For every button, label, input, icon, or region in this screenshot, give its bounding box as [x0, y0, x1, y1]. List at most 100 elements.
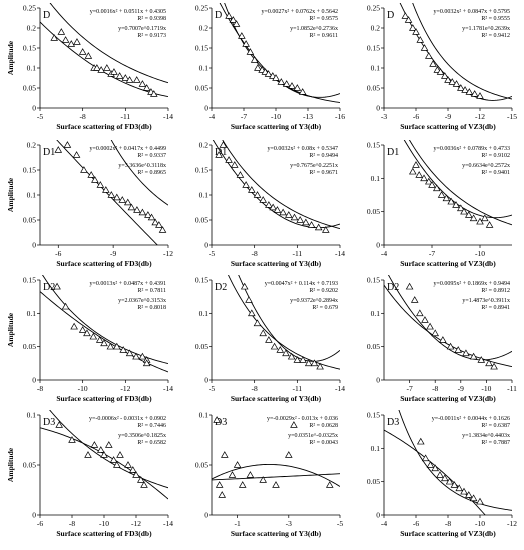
- fit-equation-1: y=0.0013x² + 0.0487x + 0.4391: [90, 281, 166, 287]
- data-point: [142, 359, 151, 367]
- data-point: [440, 474, 449, 482]
- x-tick-label: -3: [381, 112, 387, 121]
- x-tick-label: -8: [432, 384, 438, 393]
- data-point: [480, 214, 489, 222]
- y-axis-label: Amplitude: [6, 40, 15, 75]
- data-point: [149, 90, 158, 97]
- chart-panel-9: 0 0.05 0.1 0.15 -7 -8 -9 -10 -11 Surface scatteri…: [367, 275, 517, 403]
- y-tick-label: 0.15: [23, 166, 36, 175]
- data-point: [408, 24, 417, 31]
- fit-equation-2: R² = 0.8912: [481, 288, 510, 294]
- fit-equation-3: y=2.0367e^0.3153x: [118, 298, 166, 304]
- fit-equation-3: y=1.1781e^0.2639x: [462, 26, 510, 32]
- data-point: [314, 223, 323, 231]
- data-point: [293, 84, 302, 91]
- y-tick-label: 0.1: [371, 309, 381, 318]
- data-point: [259, 476, 268, 483]
- x-tick-label: -6: [413, 112, 419, 121]
- data-point: [70, 322, 78, 330]
- x-tick-label: -11: [292, 249, 302, 258]
- data-point: [100, 451, 108, 458]
- data-point: [128, 466, 137, 473]
- data-point: [102, 186, 110, 193]
- fit-equation-4: R² = 0.9611: [310, 33, 338, 39]
- x-tick-label: -6: [37, 519, 43, 528]
- data-point: [284, 211, 293, 218]
- data-point: [147, 213, 156, 221]
- data-point: [420, 44, 429, 51]
- y-tick-label: 0.1: [27, 411, 37, 420]
- data-point: [138, 208, 147, 216]
- data-point: [96, 446, 105, 453]
- fit-equation-3: y=0.9372e^0.2894x: [290, 298, 338, 304]
- data-point: [282, 349, 290, 357]
- data-point: [401, 12, 410, 19]
- x-axis-label: Surface scattering of FD3(db): [56, 122, 152, 131]
- data-point: [259, 329, 268, 337]
- data-point: [250, 56, 259, 63]
- data-point: [420, 174, 428, 182]
- data-point: [440, 72, 449, 79]
- y-tick-label: 0: [32, 511, 36, 520]
- y-tick-label: 0.15: [23, 276, 36, 285]
- data-point: [426, 322, 434, 330]
- panel-label: D2: [387, 282, 399, 293]
- data-point: [107, 191, 116, 198]
- panel-label: D1: [387, 147, 399, 158]
- fit-equation-2: R² = 0.9102: [481, 153, 510, 159]
- data-point: [415, 171, 424, 178]
- data-point: [410, 296, 419, 303]
- exp-fit-line: [222, 140, 340, 230]
- y-tick-label: 0.05: [367, 342, 380, 351]
- data-point: [426, 461, 435, 468]
- data-point: [421, 454, 430, 462]
- fit-equation-3: y=3.3636e^0.3118x: [118, 163, 166, 169]
- data-point: [219, 141, 228, 148]
- x-tick-label: -16: [335, 112, 345, 121]
- data-point: [246, 471, 255, 478]
- x-tick-label: -14: [335, 384, 345, 393]
- data-point: [290, 213, 299, 221]
- x-tick-label: -14: [335, 249, 345, 258]
- data-point: [136, 476, 145, 483]
- data-point: [238, 481, 247, 488]
- data-point: [232, 20, 241, 27]
- data-point: [444, 76, 452, 83]
- data-point: [233, 461, 242, 468]
- panel-label: D: [387, 10, 394, 21]
- fit-equation-3: y=1.0852e^0.2736x: [290, 26, 338, 32]
- data-point: [490, 362, 498, 370]
- data-point: [287, 352, 296, 360]
- data-point: [91, 176, 99, 183]
- x-tick-label: -7: [429, 249, 435, 258]
- data-point: [84, 451, 92, 458]
- data-point: [454, 346, 463, 353]
- data-point: [288, 82, 296, 89]
- data-point: [84, 52, 93, 59]
- y-tick-label: 0.1: [27, 309, 37, 318]
- data-point: [89, 332, 98, 340]
- fit-equation-4: R² = 0.9671: [309, 170, 338, 176]
- y-tick-label: 0.25: [367, 4, 380, 13]
- data-point: [293, 356, 302, 363]
- data-point: [416, 309, 424, 317]
- fit-equation-1: y=-0.0006x² - 0.0031x + 0.0902: [89, 416, 166, 422]
- exp-fit-line: [228, 275, 340, 370]
- fit-equation-3: y=0.3506e^0.1825x: [118, 433, 166, 439]
- fit-equation-2: R² = 0.9337: [137, 153, 166, 159]
- data-point: [78, 48, 87, 55]
- data-point: [270, 342, 279, 350]
- data-point: [103, 64, 111, 71]
- data-point: [282, 80, 291, 87]
- data-point: [277, 78, 286, 85]
- x-tick-label: -10: [78, 384, 88, 393]
- data-point: [124, 461, 132, 468]
- data-point: [73, 38, 81, 45]
- poly-fit-line: [384, 429, 486, 515]
- data-point: [104, 441, 113, 448]
- fit-equation-3: y=1.4873e^0.3911x: [462, 298, 510, 304]
- data-point: [284, 451, 293, 458]
- data-point: [325, 481, 334, 488]
- data-point: [465, 88, 474, 95]
- data-point: [428, 181, 436, 188]
